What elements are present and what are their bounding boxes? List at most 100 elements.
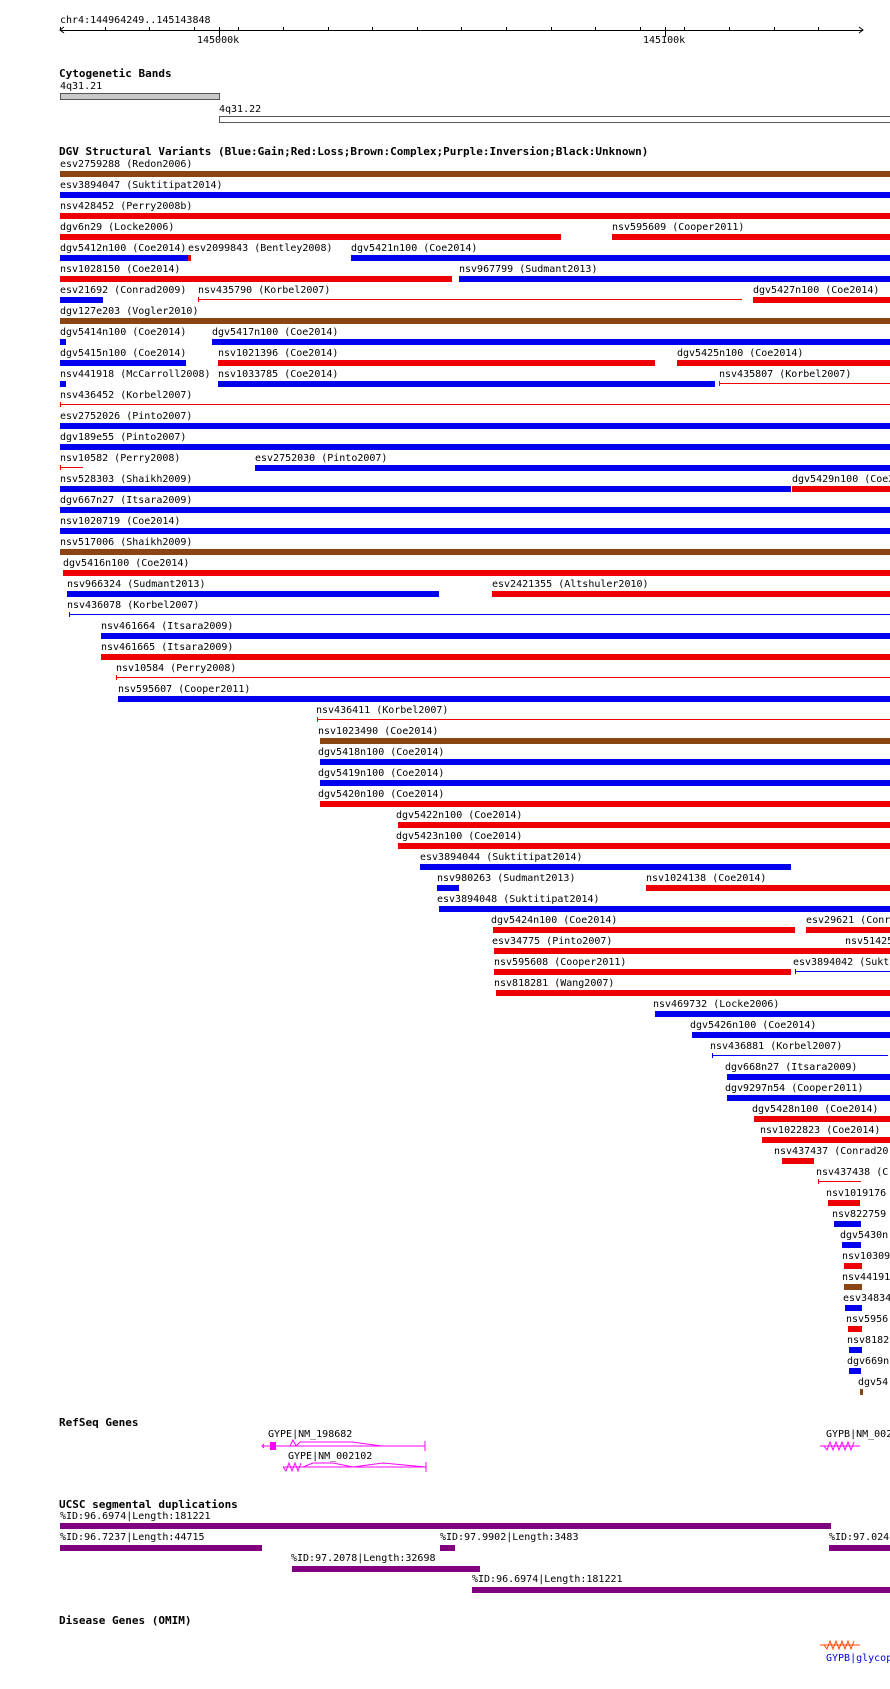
- dgv-feature-bar[interactable]: [255, 465, 890, 471]
- dgv-feature-bar[interactable]: [398, 843, 890, 849]
- dgv-feature-bar[interactable]: [60, 486, 791, 492]
- dgv-feature-bar[interactable]: [60, 276, 452, 282]
- segdup-2[interactable]: [60, 1545, 262, 1551]
- dgv-feature-bar[interactable]: [212, 339, 890, 345]
- dgv-feature-bar[interactable]: [612, 234, 890, 240]
- dgv-feature-bar[interactable]: [101, 633, 890, 639]
- dgv-feature-bar[interactable]: [792, 486, 890, 492]
- dgv-feature-bar[interactable]: [459, 276, 890, 282]
- dgv-feature-line[interactable]: [712, 1055, 888, 1056]
- dgv-feature-bar[interactable]: [646, 885, 890, 891]
- dgv-feature-bar[interactable]: [494, 969, 791, 975]
- gene-gype-nm002102[interactable]: [282, 1461, 453, 1475]
- dgv-feature-bar[interactable]: [860, 1389, 863, 1395]
- dgv-feature-bar[interactable]: [218, 360, 655, 366]
- dgv-feature-bar[interactable]: [60, 171, 890, 177]
- dgv-feature-bar[interactable]: [845, 1305, 862, 1311]
- dgv-feature-line[interactable]: [795, 971, 890, 972]
- dgv-feature-bar[interactable]: [60, 444, 890, 450]
- gene-gypb-label: GYPB|NM_002: [826, 1429, 890, 1440]
- segdup-6[interactable]: [472, 1587, 890, 1593]
- dgv-feature-bar[interactable]: [320, 801, 890, 807]
- dgv-feature-bar[interactable]: [60, 423, 890, 429]
- dgv-feature-bar[interactable]: [844, 1284, 862, 1290]
- dgv-feature-bar[interactable]: [320, 759, 890, 765]
- dgv-feature-line[interactable]: [719, 383, 890, 384]
- dgv-feature-bar[interactable]: [60, 339, 66, 345]
- dgv-feature-bar[interactable]: [60, 507, 890, 513]
- dgv-feature-label: esv3894047 (Suktitipat2014): [60, 180, 223, 191]
- dgv-feature-line[interactable]: [116, 677, 890, 678]
- gene-gypb[interactable]: [820, 1440, 880, 1454]
- dgv-feature-bar[interactable]: [655, 1011, 890, 1017]
- dgv-feature-bar[interactable]: [320, 780, 890, 786]
- dgv-feature-bar[interactable]: [188, 255, 191, 261]
- dgv-feature-bar[interactable]: [849, 1368, 861, 1374]
- omim-track-title[interactable]: Disease Genes (OMIM): [59, 1614, 192, 1627]
- dgv-feature-bar[interactable]: [60, 213, 890, 219]
- segdup-5[interactable]: [292, 1566, 480, 1572]
- segdup-4[interactable]: [829, 1545, 890, 1551]
- dgv-feature-bar[interactable]: [218, 381, 715, 387]
- dgv-feature-bar[interactable]: [782, 1158, 814, 1164]
- dgv-feature-bar[interactable]: [60, 192, 890, 198]
- dgv-feature-label: dgv5423n100 (Coe2014): [396, 831, 523, 842]
- dgv-feature-bar[interactable]: [351, 255, 890, 261]
- dgv-feature-label: nsv441918 (McCarroll2008): [60, 369, 211, 380]
- dgv-feature-bar[interactable]: [60, 255, 188, 261]
- dgv-feature-label: nsv1020719 (Coe2014): [60, 516, 181, 527]
- dgv-feature-bar[interactable]: [496, 990, 890, 996]
- refseq-track-title[interactable]: RefSeq Genes: [59, 1416, 139, 1429]
- dgv-feature-bar[interactable]: [844, 1263, 862, 1269]
- dgv-feature-line[interactable]: [198, 299, 742, 300]
- dgv-feature-bar[interactable]: [492, 591, 890, 597]
- dgv-feature-line[interactable]: [317, 719, 890, 720]
- dgv-feature-bar[interactable]: [60, 297, 103, 303]
- dgv-feature-bar[interactable]: [494, 948, 890, 954]
- dgv-feature-bar[interactable]: [834, 1221, 861, 1227]
- cytoband-track-title[interactable]: Cytogenetic Bands: [59, 67, 172, 80]
- dgv-feature-bar[interactable]: [60, 528, 890, 534]
- dgv-feature-bar[interactable]: [63, 570, 890, 576]
- dgv-feature-bar[interactable]: [762, 1137, 890, 1143]
- dgv-feature-bar[interactable]: [437, 885, 459, 891]
- dgv-feature-bar[interactable]: [439, 906, 890, 912]
- dgv-feature-bar[interactable]: [677, 360, 890, 366]
- dgv-feature-bar[interactable]: [60, 549, 890, 555]
- dgv-feature-bar[interactable]: [828, 1200, 860, 1206]
- dgv-feature-bar[interactable]: [60, 234, 561, 240]
- dgv-feature-bar[interactable]: [398, 822, 890, 828]
- dgv-feature-bar[interactable]: [692, 1032, 890, 1038]
- dgv-feature-bar[interactable]: [320, 738, 890, 744]
- segdup-track-title[interactable]: UCSC segmental duplications: [59, 1498, 238, 1511]
- segdup-1[interactable]: [60, 1523, 831, 1529]
- dgv-feature-bar[interactable]: [493, 927, 795, 933]
- dgv-feature-bar[interactable]: [753, 297, 890, 303]
- dgv-feature-bar[interactable]: [60, 381, 66, 387]
- dgv-feature-bar[interactable]: [806, 927, 890, 933]
- dgv-feature-bar[interactable]: [60, 360, 186, 366]
- dgv-feature-bar[interactable]: [727, 1074, 890, 1080]
- dgv-feature-line[interactable]: [69, 614, 890, 615]
- dgv-feature-bar[interactable]: [60, 318, 890, 324]
- dgv-feature-bar[interactable]: [420, 864, 791, 870]
- dgv-feature-bar[interactable]: [67, 591, 439, 597]
- dgv-feature-line[interactable]: [60, 467, 83, 468]
- gene-gype-nm198682[interactable]: [261, 1438, 452, 1454]
- cytoband-4q31-22[interactable]: [219, 116, 890, 123]
- dgv-feature-line[interactable]: [60, 404, 890, 405]
- cytoband-4q31-21[interactable]: [60, 93, 220, 100]
- dgv-feature-bar[interactable]: [118, 696, 890, 702]
- dgv-track-title[interactable]: DGV Structural Variants (Blue:Gain;Red:L…: [59, 145, 649, 158]
- dgv-feature-bar[interactable]: [845, 948, 890, 954]
- dgv-feature-line[interactable]: [818, 1181, 861, 1182]
- dgv-feature-bar[interactable]: [849, 1347, 862, 1353]
- segdup-3[interactable]: [440, 1545, 455, 1551]
- dgv-feature-bar[interactable]: [101, 654, 890, 660]
- dgv-feature-bar[interactable]: [754, 1116, 890, 1122]
- omim-gene-gypb[interactable]: [820, 1639, 880, 1651]
- dgv-feature-bar[interactable]: [842, 1242, 861, 1248]
- dgv-feature-bar[interactable]: [727, 1095, 890, 1101]
- dgv-feature-line-cap: [818, 1179, 819, 1184]
- dgv-feature-bar[interactable]: [848, 1326, 862, 1332]
